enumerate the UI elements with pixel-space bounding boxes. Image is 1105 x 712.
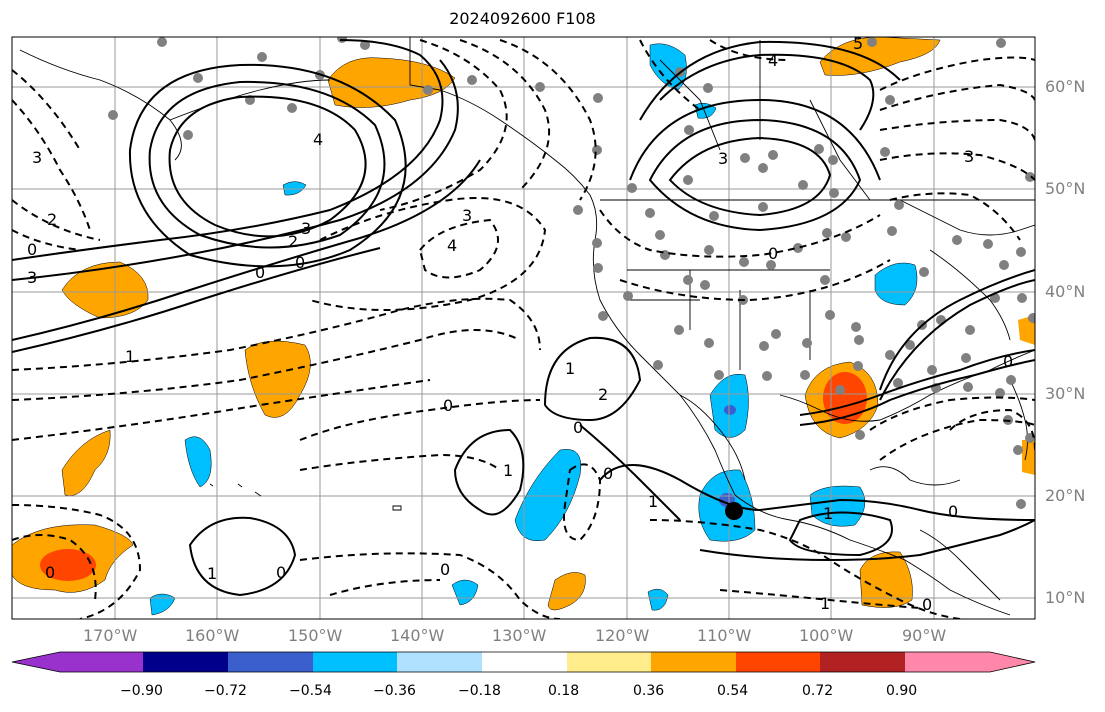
contour-label: 1 (503, 461, 513, 480)
colorbar-seg (143, 652, 228, 672)
contour-label: 0 (573, 418, 583, 437)
colorbar (11, 651, 1036, 673)
contour-label-group: 5 4 3 4 3 2 0 1 3 0 0 2 3 4 0 2 1 0 1 0 … (27, 34, 1013, 614)
orange-blob-south (859, 551, 913, 608)
colorbar-tick-label: −0.90 (120, 683, 163, 699)
storm-center-marker (725, 502, 743, 520)
colorbar-tick-label: 0.36 (633, 683, 665, 699)
map-frame (11, 36, 1036, 620)
contour-label: 3 (462, 206, 472, 225)
lon-label: 160°W (185, 626, 240, 645)
colorbar-seg (397, 652, 482, 672)
blue-blob-gl (874, 262, 918, 306)
orange-blob-top (819, 37, 941, 76)
contour-label: 1 (125, 347, 135, 366)
red-core-gulf (823, 372, 867, 424)
colorbar-seg (313, 652, 397, 672)
contour-label: 4 (447, 236, 457, 255)
contour-label: 1 (207, 564, 217, 583)
contour-label: 2 (598, 385, 608, 404)
graticule (12, 37, 1035, 619)
colorbar-right-extend (905, 652, 1035, 672)
lon-label: 120°W (595, 626, 650, 645)
contour-label: 3 (32, 148, 42, 167)
lon-label: 130°W (492, 626, 547, 645)
orange-blob-west (61, 261, 149, 319)
colorbar-tick-label: −0.54 (289, 683, 332, 699)
colorbar-seg (651, 652, 736, 672)
contour-label: 0 (1003, 352, 1013, 371)
contour-label: 4 (313, 130, 323, 149)
contour-label: 2 (47, 210, 57, 229)
contour-label: 1 (565, 359, 575, 378)
colorbar-seg (820, 652, 905, 672)
orange-blob-east (1022, 440, 1035, 475)
figure-title: 2024092600 F108 (449, 9, 596, 28)
lon-label: 170°W (83, 626, 138, 645)
contour-label: 0 (922, 595, 932, 614)
contour-label: 0 (440, 560, 450, 579)
blue-blob-s1 (451, 579, 479, 606)
coastlines (19, 37, 1035, 616)
colorbar-tick-label: −0.36 (373, 683, 416, 699)
contour-label: 0 (443, 396, 453, 415)
contour-label: 0 (276, 563, 286, 582)
positive-contours (12, 39, 1035, 597)
negative-contours (12, 39, 1035, 619)
contour-label: 0 (255, 263, 265, 282)
lat-label: 40°N (1045, 282, 1086, 301)
lat-label: 20°N (1045, 486, 1086, 505)
colorbar-seg (736, 652, 820, 672)
orange-blob-small2 (547, 572, 586, 611)
contour-label: 3 (301, 219, 311, 238)
contour-label: 3 (964, 147, 974, 166)
shaded-anomalies (12, 37, 1035, 616)
blue-blob-pac (514, 449, 582, 542)
red-core-sw (40, 549, 96, 581)
orange-blob-small1 (61, 429, 111, 496)
orange-blob-east2 (1018, 315, 1035, 345)
contour-label: 1 (823, 504, 833, 523)
contour-label: 1 (820, 594, 830, 613)
lat-label: 60°N (1045, 77, 1086, 96)
lat-label: 50°N (1045, 179, 1086, 198)
contour-label: 1 (648, 492, 658, 511)
contour-label: 3 (27, 268, 37, 287)
colorbar-left-extend (12, 652, 143, 672)
contour-label: 0 (768, 244, 778, 263)
orange-blob-alaska (327, 57, 456, 108)
contour-label: 0 (27, 240, 37, 259)
blue-blob-s2 (647, 588, 669, 611)
contour-label: 4 (768, 51, 778, 70)
lon-label: 90°W (902, 626, 947, 645)
colorbar-seg (482, 652, 567, 672)
colorbar-seg (567, 652, 651, 672)
lat-label: 30°N (1045, 384, 1086, 403)
lon-label: 140°W (390, 626, 445, 645)
blue-blob-small (282, 181, 307, 196)
colorbar-tick-label: 0.90 (886, 683, 918, 699)
contour-label: 3 (718, 149, 728, 168)
lat-label: 10°N (1045, 588, 1086, 607)
contour-label: 0 (603, 464, 613, 483)
colorbar-tick-label: −0.72 (204, 683, 247, 699)
blue-core-gom (724, 405, 736, 415)
blue-blob-can (649, 43, 687, 91)
contour-label: 0 (295, 253, 305, 272)
lon-label: 100°W (799, 626, 854, 645)
colorbar-tick-label: −0.18 (458, 683, 501, 699)
colorbar-tick-label: 0.18 (548, 683, 580, 699)
colorbar-seg (228, 652, 313, 672)
contour-label: 5 (853, 34, 863, 53)
lon-label: 150°W (288, 626, 343, 645)
colorbar-tick-label: 0.72 (802, 683, 834, 699)
colorbar-tick-label: 0.54 (717, 683, 749, 699)
lon-label: 110°W (697, 626, 752, 645)
contour-label: 0 (948, 502, 958, 521)
contour-label: 0 (45, 563, 55, 582)
contour-label: 2 (288, 232, 298, 251)
blue-blob-pac2 (184, 436, 212, 488)
